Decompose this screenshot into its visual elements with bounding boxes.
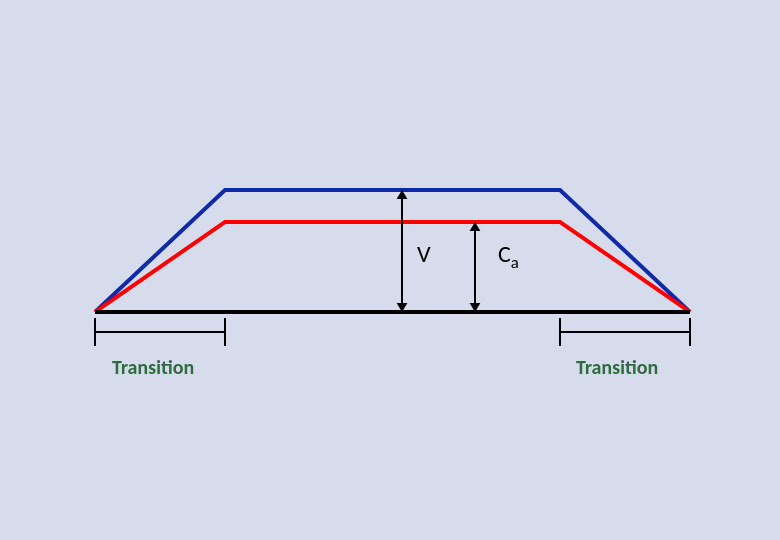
versine-cant-diagram	[0, 0, 780, 540]
label-ca-main: C	[498, 240, 511, 269]
label-transition-left: Transition	[112, 356, 194, 380]
label-ca: Ca	[498, 240, 519, 273]
background	[0, 0, 780, 540]
label-ca-sub: a	[511, 251, 519, 272]
label-transition-right: Transition	[576, 356, 658, 380]
label-v: V	[417, 240, 431, 269]
